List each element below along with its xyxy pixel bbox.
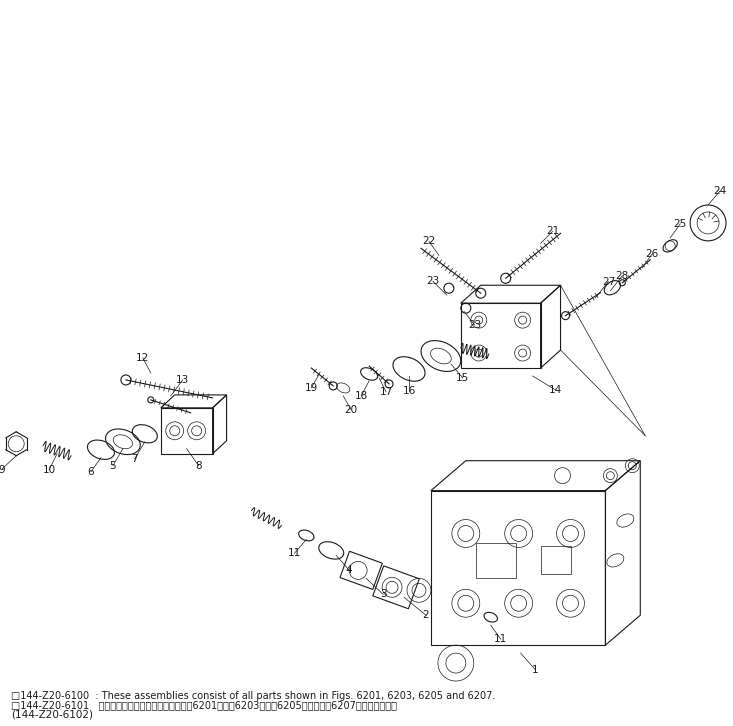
Text: 27: 27 bbox=[602, 277, 615, 287]
Text: 4: 4 bbox=[346, 566, 353, 576]
Text: 18: 18 bbox=[355, 391, 368, 401]
Text: 1: 1 bbox=[532, 665, 539, 675]
Text: 5: 5 bbox=[110, 461, 117, 470]
Text: □144-Z20-6100  : These assemblies consist of all parts shown in Figs. 6201, 6203: □144-Z20-6100 : These assemblies consist… bbox=[11, 691, 496, 701]
Text: 7: 7 bbox=[131, 454, 138, 464]
Text: 13: 13 bbox=[176, 375, 189, 385]
Bar bbox=[476, 543, 516, 578]
Text: 19: 19 bbox=[305, 383, 318, 393]
Text: □144-Z20-6101   これらのアセンブリの構成部品は第6201図、第6203図、第6205図および第6207図を含みます。: □144-Z20-6101 これらのアセンブリの構成部品は第6201図、第620… bbox=[11, 701, 397, 710]
Bar bbox=[541, 547, 570, 574]
Text: (144-Z20-6102): (144-Z20-6102) bbox=[11, 710, 93, 719]
Text: 24: 24 bbox=[713, 186, 726, 196]
Text: 11: 11 bbox=[288, 548, 301, 558]
Bar bbox=[373, 566, 419, 609]
Text: 3: 3 bbox=[380, 590, 386, 599]
Text: 28: 28 bbox=[616, 271, 629, 281]
Text: 14: 14 bbox=[549, 385, 562, 395]
Text: 15: 15 bbox=[456, 373, 469, 383]
Text: 26: 26 bbox=[646, 249, 659, 259]
Text: 25: 25 bbox=[674, 219, 687, 229]
Text: 20: 20 bbox=[345, 405, 358, 415]
Text: 17: 17 bbox=[380, 387, 393, 397]
Text: 9: 9 bbox=[0, 465, 4, 475]
Text: 16: 16 bbox=[402, 386, 416, 396]
Text: 6: 6 bbox=[88, 467, 95, 477]
Text: 12: 12 bbox=[136, 353, 150, 363]
Text: 23: 23 bbox=[427, 277, 440, 286]
Text: 23: 23 bbox=[468, 320, 482, 330]
Bar bbox=[340, 551, 383, 590]
Text: 21: 21 bbox=[546, 227, 559, 237]
Text: 8: 8 bbox=[195, 461, 202, 470]
Text: 11: 11 bbox=[494, 634, 507, 644]
Text: 10: 10 bbox=[43, 465, 56, 475]
Text: 22: 22 bbox=[422, 237, 435, 246]
Text: 2: 2 bbox=[423, 611, 430, 620]
